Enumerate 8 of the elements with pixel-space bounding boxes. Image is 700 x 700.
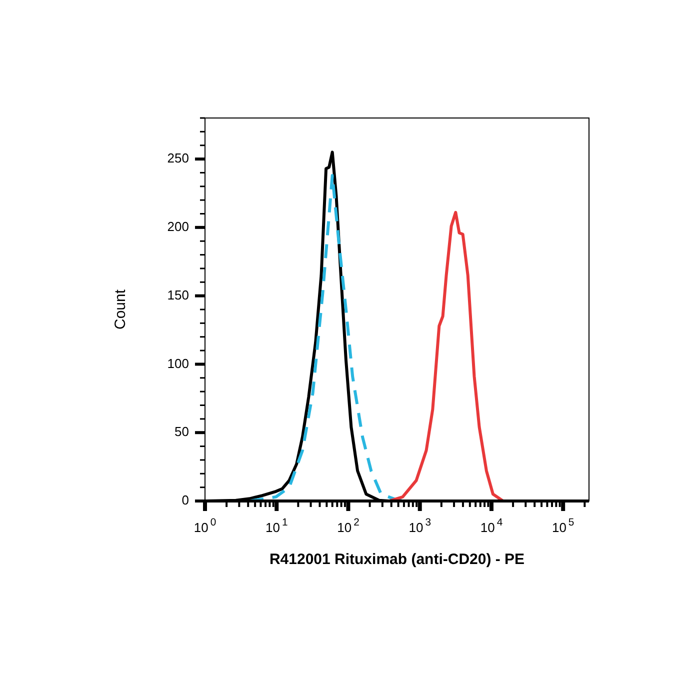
y-tick-label: 100 <box>167 356 190 371</box>
y-tick-label: 200 <box>167 219 190 234</box>
x-axis-title: R412001 Rituximab (anti-CD20) - PE <box>269 551 525 568</box>
y-tick-label: 150 <box>167 287 190 302</box>
y-tick-label: 250 <box>167 150 190 166</box>
y-axis-title: Count <box>112 288 129 330</box>
y-tick-label: 0 <box>182 492 190 508</box>
y-tick-label: 50 <box>174 424 190 440</box>
